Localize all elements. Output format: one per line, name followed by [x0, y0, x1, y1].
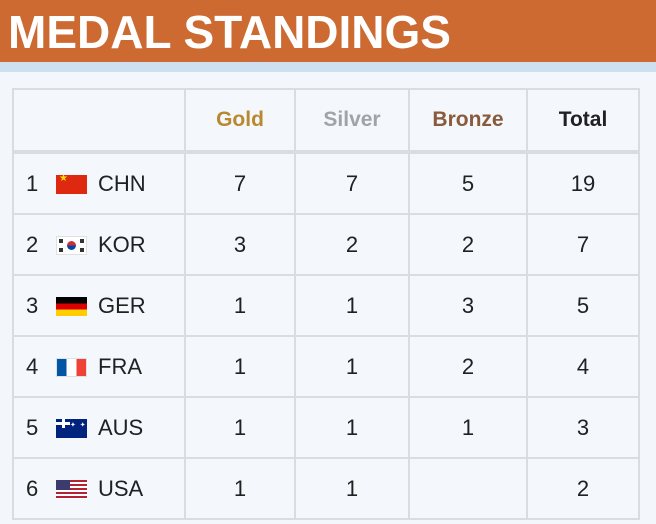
total-count: 4 [526, 335, 640, 398]
france-flag-icon [56, 357, 87, 377]
nation-cell: 3 GER [12, 274, 186, 337]
nation-cell: 6 USA [12, 457, 186, 520]
total-count: 2 [526, 457, 640, 520]
nation-code: AUS [98, 414, 144, 440]
header-bronze: Bronze [408, 88, 528, 153]
nation-code: CHN [98, 170, 146, 196]
rank: 4 [26, 353, 39, 379]
gold-count: 1 [184, 457, 296, 520]
header-row: Gold Silver Bronze Total [12, 88, 640, 153]
gold-count: 1 [184, 396, 296, 459]
table-row: 3 GER 1 1 3 5 [12, 274, 640, 337]
header-nation-cell [12, 88, 186, 153]
bronze-count: 2 [408, 335, 528, 398]
nation-code: GER [98, 292, 146, 318]
rank: 6 [26, 475, 39, 501]
nation-code: FRA [98, 353, 142, 379]
silver-count: 2 [294, 213, 410, 276]
medal-table: Gold Silver Bronze Total 1 CHN 7 7 5 19 2… [12, 88, 640, 520]
silver-count: 1 [294, 274, 410, 337]
china-flag-icon [56, 174, 87, 194]
title-banner: MEDAL STANDINGS [0, 0, 656, 62]
silver-count: 1 [294, 335, 410, 398]
nation-cell: 2 KOR [12, 213, 186, 276]
rank: 1 [26, 170, 39, 196]
total-count: 3 [526, 396, 640, 459]
nation-code: KOR [98, 231, 146, 257]
bronze-count: 2 [408, 213, 528, 276]
table-row: 2 KOR 3 2 2 7 [12, 213, 640, 276]
germany-flag-icon [56, 296, 87, 316]
total-count: 7 [526, 213, 640, 276]
table-row: 4 FRA 1 1 2 4 [12, 335, 640, 398]
banner-divider [0, 62, 656, 72]
nation-cell: 4 FRA [12, 335, 186, 398]
nation-cell: 5 AUS [12, 396, 186, 459]
bronze-count: 1 [408, 396, 528, 459]
rank: 3 [26, 292, 39, 318]
nation-code: USA [98, 475, 144, 501]
nation-cell: 1 CHN [12, 151, 186, 215]
header-silver: Silver [294, 88, 410, 153]
rank: 5 [26, 414, 39, 440]
total-count: 5 [526, 274, 640, 337]
header-total: Total [526, 88, 640, 153]
gold-count: 3 [184, 213, 296, 276]
bronze-count: 3 [408, 274, 528, 337]
south-korea-flag-icon [56, 235, 87, 255]
usa-flag-icon [56, 479, 87, 499]
bronze-count: 5 [408, 151, 528, 215]
gold-count: 1 [184, 335, 296, 398]
australia-flag-icon [56, 418, 87, 438]
silver-count: 7 [294, 151, 410, 215]
silver-count: 1 [294, 396, 410, 459]
table-row: 5 AUS 1 1 1 3 [12, 396, 640, 459]
bronze-count [408, 457, 528, 520]
header-gold: Gold [184, 88, 296, 153]
gold-count: 1 [184, 274, 296, 337]
page-title: MEDAL STANDINGS [8, 6, 451, 58]
table-row: 1 CHN 7 7 5 19 [12, 151, 640, 215]
gold-count: 7 [184, 151, 296, 215]
table-row: 6 USA 1 1 2 [12, 457, 640, 520]
rank: 2 [26, 231, 39, 257]
silver-count: 1 [294, 457, 410, 520]
total-count: 19 [526, 151, 640, 215]
